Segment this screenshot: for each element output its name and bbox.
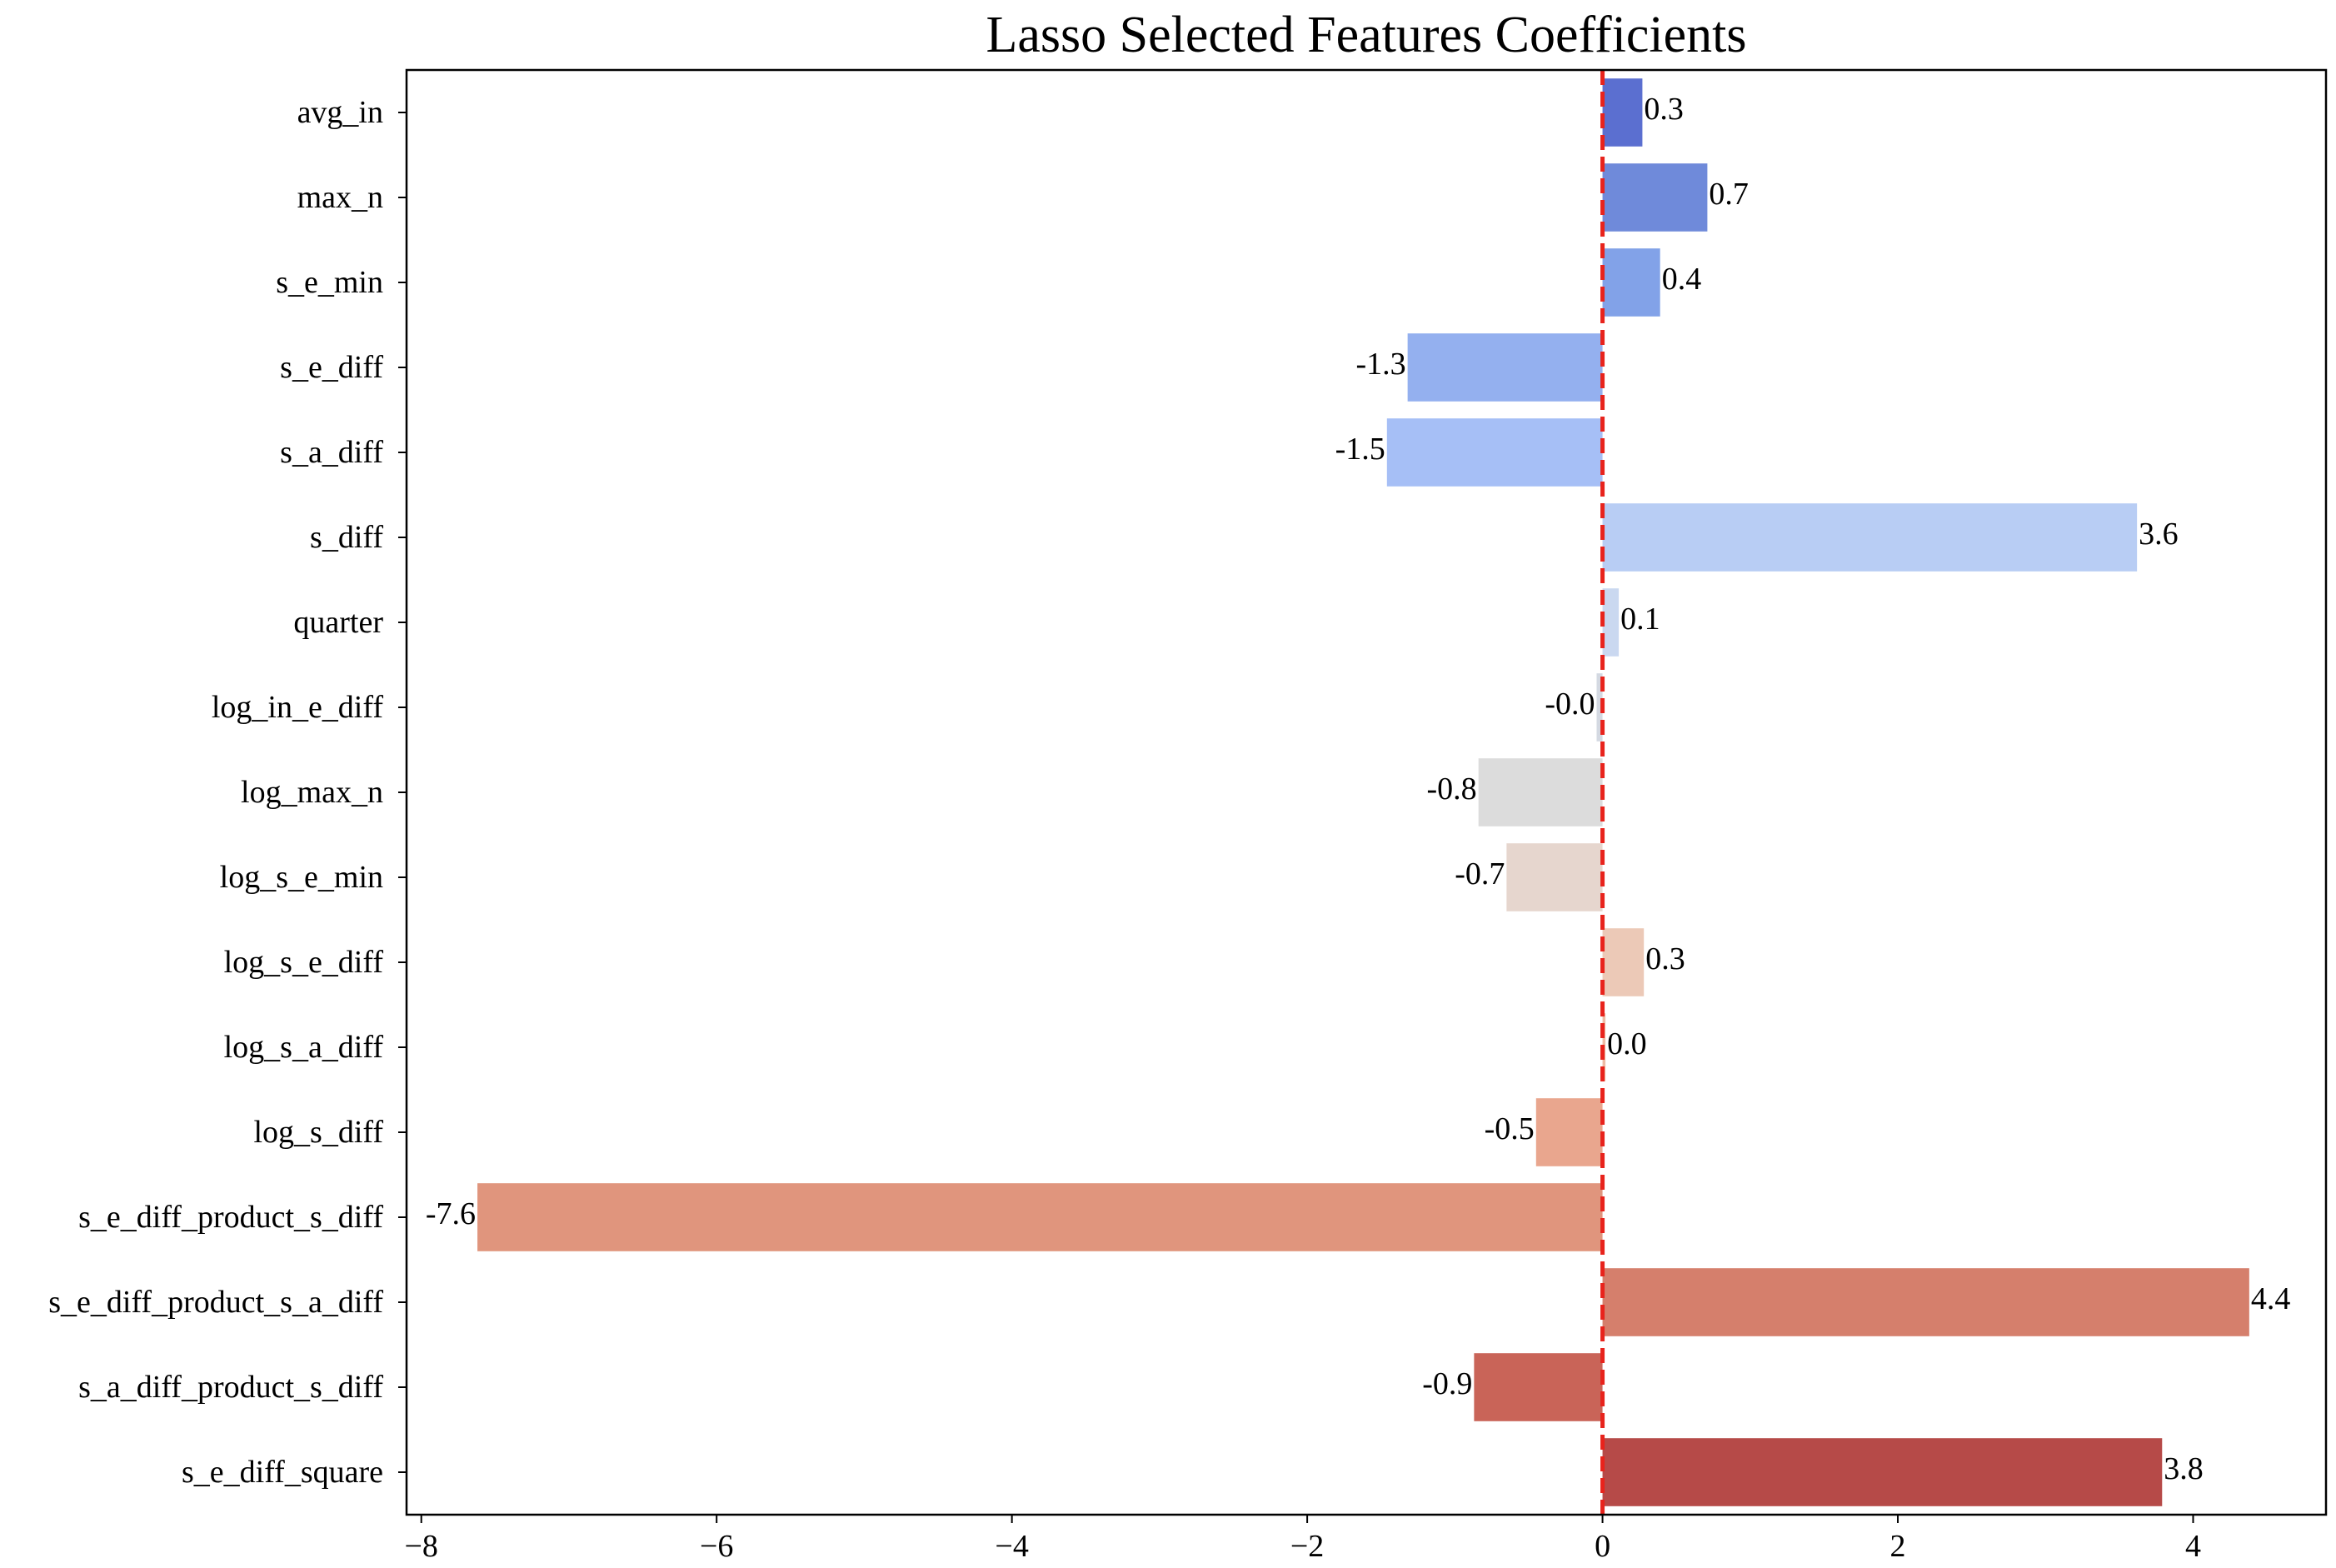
- value-label: 0.0: [1607, 1026, 1647, 1061]
- bar-log_max_n: [1478, 758, 1603, 826]
- y-tick-label: max_n: [297, 180, 383, 215]
- bar-quarter: [1602, 588, 1620, 657]
- value-label: -0.7: [1455, 856, 1505, 891]
- x-tick-label: −4: [995, 1529, 1028, 1564]
- value-label: -0.9: [1422, 1366, 1472, 1401]
- bar-s_e_diff_product_s_diff: [477, 1183, 1603, 1251]
- plot-frame: [405, 68, 2328, 1516]
- value-label: 4.4: [2251, 1281, 2291, 1316]
- bar-log_s_diff: [1535, 1098, 1603, 1166]
- value-label: 3.6: [2139, 517, 2179, 552]
- bar-log_s_e_min: [1506, 843, 1603, 911]
- x-tick-label: −8: [405, 1529, 438, 1564]
- bar-s_a_diff: [1386, 418, 1603, 487]
- bar-log_s_e_diff: [1602, 928, 1645, 996]
- y-tick-label: s_e_diff: [280, 350, 383, 385]
- value-label: 3.8: [2164, 1451, 2204, 1486]
- y-tick-label: log_s_diff: [253, 1115, 383, 1150]
- value-label: 0.1: [1620, 602, 1660, 637]
- value-label: -1.5: [1335, 432, 1385, 467]
- axes-layer: [398, 68, 2328, 1523]
- value-label: -7.6: [426, 1196, 476, 1231]
- bar-s_e_min: [1602, 248, 1660, 317]
- y-tick-label: log_s_e_min: [220, 860, 383, 895]
- y-tick-label: s_e_diff_product_s_diff: [78, 1200, 383, 1235]
- bars-layer: [477, 78, 2249, 1506]
- bar-s_diff: [1602, 503, 2138, 572]
- y-tick-label: log_max_n: [241, 775, 383, 810]
- x-tick-label: 0: [1595, 1529, 1610, 1564]
- value-label: 0.7: [1709, 177, 1749, 212]
- x-tick-label: 2: [1890, 1529, 1906, 1564]
- labels-layer: avg_in 0.3 max_n 0.7 s_e_min 0.4 s_e_diff -1.3 s…: [48, 92, 2290, 1564]
- x-tick-label: −2: [1290, 1529, 1324, 1564]
- value-label: -1.3: [1355, 347, 1405, 382]
- value-label: -0.0: [1545, 687, 1595, 722]
- bar-avg_in: [1602, 78, 1643, 147]
- bar-log_in_e_diff: [1596, 673, 1603, 742]
- y-tick-label: s_e_min: [276, 265, 383, 300]
- value-label: 0.3: [1644, 92, 1684, 127]
- y-tick-label: log_in_e_diff: [212, 690, 384, 725]
- y-tick-label: log_s_a_diff: [224, 1030, 384, 1065]
- value-label: 0.4: [1662, 262, 1702, 297]
- bar-s_e_diff: [1407, 333, 1603, 402]
- y-tick-label: s_e_diff_square: [182, 1455, 383, 1490]
- bar-s_e_diff_square: [1602, 1438, 2163, 1506]
- chart-title: Lasso Selected Features Coefficients: [986, 7, 1746, 63]
- y-tick-label: avg_in: [297, 95, 383, 130]
- y-tick-label: s_a_diff: [280, 435, 383, 470]
- y-tick-label: log_s_e_diff: [224, 945, 384, 980]
- x-tick-label: −6: [700, 1529, 733, 1564]
- y-tick-label: s_diff: [310, 520, 383, 555]
- value-label: -0.5: [1485, 1111, 1535, 1146]
- y-tick-label: s_a_diff_product_s_diff: [78, 1370, 383, 1405]
- value-label: 0.3: [1645, 941, 1685, 976]
- y-tick-label: quarter: [293, 605, 383, 640]
- bar-s_e_diff_product_s_a_diff: [1602, 1268, 2249, 1336]
- x-tick-label: 4: [2185, 1529, 2201, 1564]
- value-label: -0.8: [1427, 772, 1477, 806]
- y-tick-label: s_e_diff_product_s_a_diff: [48, 1285, 383, 1320]
- bar-max_n: [1602, 163, 1708, 232]
- bar-s_a_diff_product_s_diff: [1474, 1353, 1603, 1421]
